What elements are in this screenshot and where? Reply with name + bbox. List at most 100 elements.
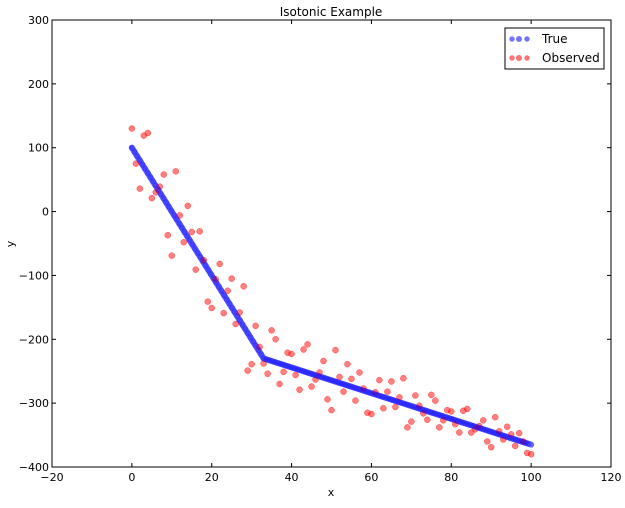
true-point (395, 398, 402, 405)
observed-point (432, 397, 439, 404)
observed-point (452, 420, 459, 428)
x-tick-label: 100 (521, 471, 542, 484)
true-point (371, 391, 378, 398)
observed-point (360, 385, 367, 392)
x-tick-label: 60 (364, 471, 378, 484)
true-point (192, 245, 199, 252)
y-tick-label: −200 (19, 333, 49, 346)
true-point (453, 417, 460, 424)
observed-point (384, 388, 391, 395)
observed-point (172, 168, 180, 175)
y-tick-label: 100 (28, 142, 49, 155)
true-point (459, 419, 466, 426)
true-point (213, 279, 220, 286)
observed-point (456, 429, 463, 436)
observed-point (132, 160, 140, 167)
true-point (522, 439, 529, 446)
true-point (297, 367, 304, 374)
true-point (247, 334, 254, 341)
observed-point (256, 343, 263, 351)
true-point (236, 317, 243, 324)
observed-point (340, 388, 347, 395)
true-point (401, 400, 408, 407)
true-point (223, 296, 230, 303)
observed-point (404, 424, 411, 431)
observed-point (288, 350, 295, 358)
true-point (350, 384, 357, 391)
observed-point (491, 413, 499, 421)
true-point (263, 356, 270, 363)
observed-point (168, 252, 176, 259)
true-point (165, 203, 172, 210)
observed-point (408, 418, 415, 425)
x-tick-label: 120 (601, 471, 622, 484)
true-point (374, 392, 381, 399)
observed-point (499, 436, 507, 443)
true-point (499, 432, 506, 439)
true-point (493, 430, 500, 437)
true-point (509, 435, 516, 442)
true-point (318, 374, 325, 381)
true-point (387, 396, 394, 403)
observed-point (308, 383, 315, 390)
observed-point (296, 386, 303, 393)
legend-marker-icon (524, 36, 530, 42)
true-point (136, 157, 143, 164)
observed-point (400, 374, 407, 382)
true-point (147, 174, 154, 181)
true-point (284, 363, 291, 370)
observed-point (156, 183, 164, 190)
true-point (305, 369, 312, 376)
true-point (440, 413, 447, 420)
true-point (342, 381, 349, 388)
true-point (419, 406, 426, 413)
true-point (218, 288, 225, 295)
true-point (472, 423, 479, 430)
true-point (406, 402, 413, 409)
true-point (366, 389, 373, 396)
true-point (149, 178, 156, 185)
observed-point (368, 410, 375, 418)
true-point (514, 437, 521, 444)
true-point (435, 411, 442, 418)
observed-point (208, 304, 215, 312)
true-point (345, 382, 352, 389)
true-point (358, 387, 365, 394)
observed-point (196, 228, 203, 235)
true-point (128, 144, 135, 151)
true-point (268, 358, 275, 365)
observed-point (212, 276, 219, 283)
observed-point (515, 429, 523, 437)
observed-point (136, 185, 144, 192)
true-point (337, 380, 344, 387)
observed-point (495, 427, 503, 435)
observed-point (252, 322, 259, 330)
true-series-line (128, 144, 535, 448)
true-point (197, 254, 204, 261)
observed-point (424, 416, 431, 423)
observed-point (200, 256, 207, 264)
x-tick-label: 20 (205, 471, 219, 484)
observed-point (475, 422, 483, 430)
legend: True Observed (504, 27, 605, 70)
true-point (369, 390, 376, 397)
observed-point (388, 378, 395, 385)
true-point (184, 233, 191, 240)
observed-point (344, 360, 351, 368)
true-point (131, 148, 138, 155)
observed-point (527, 450, 535, 458)
true-point (134, 153, 141, 160)
true-point (390, 397, 397, 404)
observed-point (511, 442, 519, 450)
observed-point (220, 309, 227, 317)
true-point (244, 330, 251, 337)
observed-point (396, 394, 403, 401)
true-point (326, 376, 333, 383)
true-point (316, 373, 323, 380)
true-point (448, 416, 455, 423)
observed-point (292, 371, 299, 379)
true-point (361, 387, 368, 394)
observed-point (336, 373, 343, 381)
true-point (517, 438, 524, 445)
true-point (432, 410, 439, 417)
